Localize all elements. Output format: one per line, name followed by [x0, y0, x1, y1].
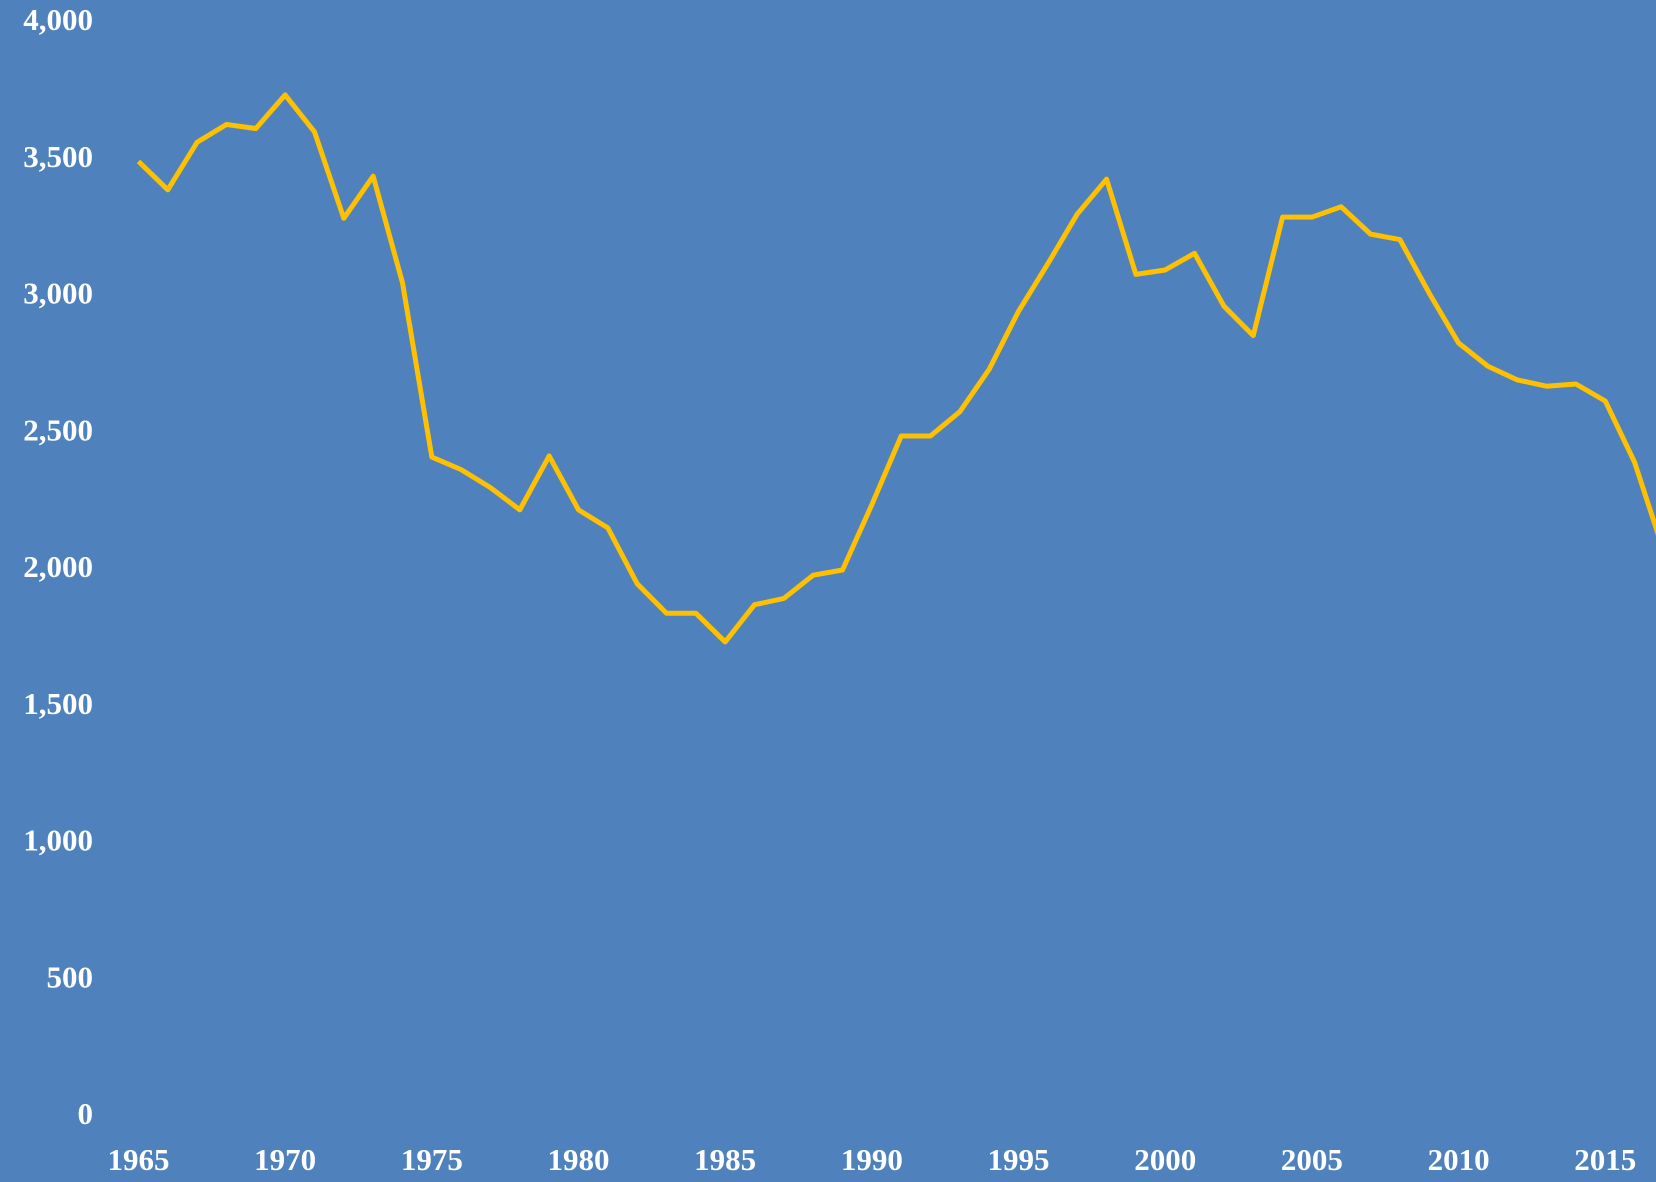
- y-tick-label: 2,000: [23, 549, 93, 584]
- y-tick-label: 3,500: [23, 139, 93, 174]
- x-tick-label: 2000: [1134, 1142, 1196, 1177]
- y-tick-label: 0: [78, 1096, 94, 1131]
- x-tick-label: 1970: [254, 1142, 316, 1177]
- y-tick-label: 500: [47, 959, 94, 994]
- x-tick-label: 1985: [694, 1142, 756, 1177]
- x-tick-label: 2010: [1428, 1142, 1490, 1177]
- y-tick-label: 1,500: [23, 686, 93, 721]
- y-tick-label: 1,000: [23, 823, 93, 858]
- x-tick-label: 2005: [1281, 1142, 1343, 1177]
- y-tick-label: 2,500: [23, 412, 93, 447]
- x-tick-label: 2015: [1574, 1142, 1636, 1177]
- x-tick-label: 1990: [841, 1142, 903, 1177]
- data-line: [136, 92, 1656, 645]
- x-tick-label: 1975: [401, 1142, 463, 1177]
- y-tick-label: 4,000: [23, 2, 93, 37]
- x-tick-label: 1980: [547, 1142, 609, 1177]
- x-tick-label: 1965: [107, 1142, 169, 1177]
- y-tick-label: 3,000: [23, 276, 93, 311]
- x-tick-label: 1995: [988, 1142, 1050, 1177]
